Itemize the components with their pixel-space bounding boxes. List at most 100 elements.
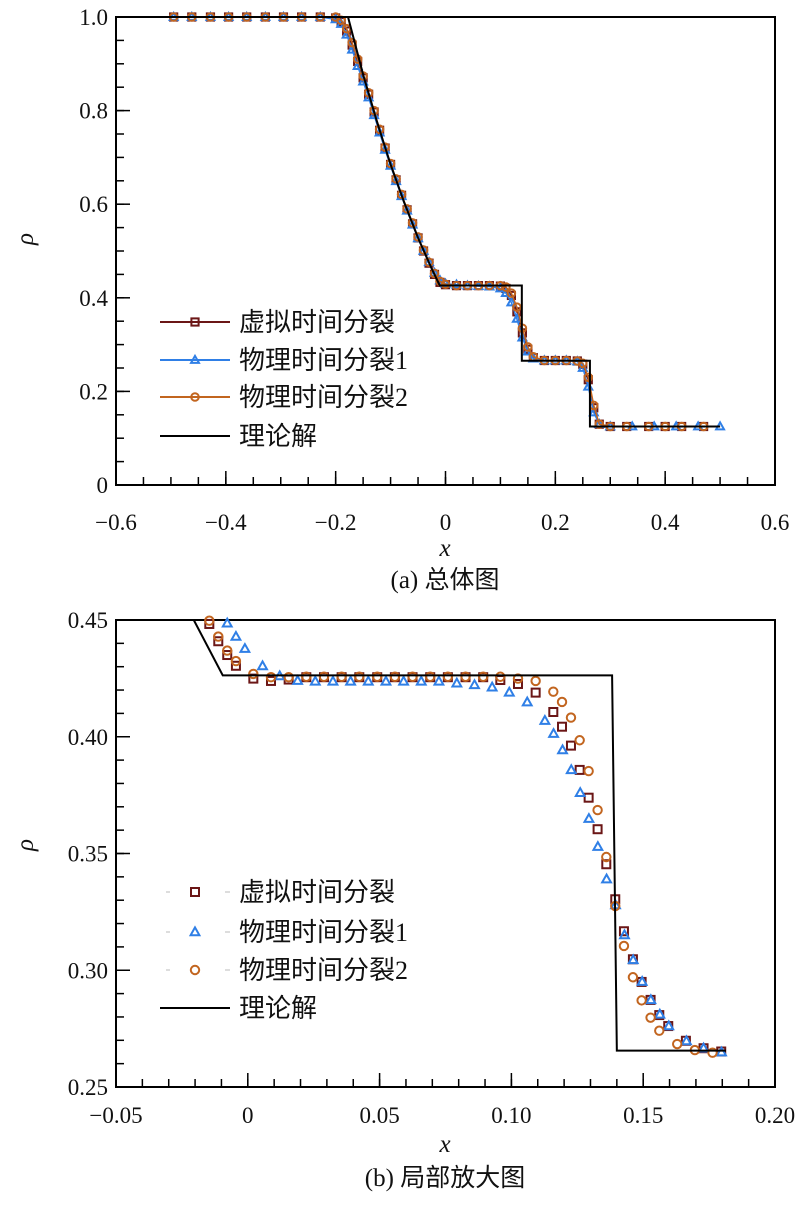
data-point	[248, 668, 259, 680]
legend-entry: 虚拟时间分裂	[166, 878, 395, 907]
data-point	[592, 804, 603, 816]
data-point	[618, 926, 629, 937]
data-point	[557, 721, 568, 732]
data-point	[221, 616, 234, 628]
y-tick-label: 0.2	[79, 379, 108, 404]
legend-entry: 理论解	[160, 422, 317, 451]
data-point	[506, 288, 517, 298]
data-point	[380, 142, 390, 152]
data-point	[407, 218, 418, 228]
data-point	[565, 712, 577, 723]
data-point	[594, 419, 605, 429]
chart-overall: ρ x (a) 总体图 −0.6 −0.4 −0.2 0 0.2 0.4 0.6 0 0.2 0.…	[12, 5, 789, 594]
data-point	[354, 671, 365, 682]
data-point	[415, 674, 428, 686]
x-tick-label: −0.4	[205, 510, 247, 535]
y-tick-label: 0	[97, 473, 109, 498]
data-point	[396, 189, 407, 200]
y-tick-label: 0.8	[79, 99, 108, 124]
y-axis-label: ρ	[12, 233, 39, 246]
data-point	[389, 671, 401, 682]
data-point	[265, 675, 276, 686]
data-point	[511, 312, 523, 323]
legend-marker	[189, 353, 201, 364]
data-point	[326, 674, 340, 686]
data-point	[442, 671, 454, 682]
data-point	[521, 695, 534, 707]
data-point	[291, 674, 304, 685]
x-tick-label: 0.4	[651, 510, 680, 535]
legend-label: 物理时间分裂2	[239, 956, 408, 985]
series-line	[192, 619, 726, 1052]
series-theory	[116, 16, 721, 428]
data-point	[379, 674, 393, 686]
data-point	[662, 1019, 675, 1031]
caption: (b) 局部放大图	[365, 1164, 525, 1192]
legend-entry: 虚拟时间分裂	[160, 308, 395, 337]
data-point	[501, 282, 511, 292]
data-point	[450, 676, 463, 688]
legend-entry: 物理时间分裂2	[160, 383, 408, 412]
data-point	[627, 972, 639, 983]
x-axis-label: x	[438, 535, 450, 562]
data-point	[468, 678, 481, 690]
legend-label: 物理时间分裂1	[239, 918, 408, 947]
data-point	[301, 671, 312, 682]
legend-marker	[188, 925, 202, 937]
data-point	[379, 143, 391, 154]
series-triangle	[221, 616, 728, 1057]
data-point	[460, 671, 471, 682]
y-tick-label: 1.0	[79, 5, 108, 30]
y-tick-label: 0.40	[68, 725, 108, 750]
x-tick-label: 0.20	[755, 1103, 795, 1128]
data-point	[486, 680, 499, 692]
data-point	[432, 674, 446, 686]
legend-label: 虚拟时间分裂	[239, 308, 395, 337]
data-point	[618, 940, 630, 952]
data-point	[627, 953, 640, 965]
series-circle	[204, 615, 718, 1058]
data-point	[336, 671, 347, 682]
x-tick-label: 0.05	[359, 1103, 399, 1128]
legend-label: 物理时间分裂2	[239, 383, 408, 412]
data-point	[429, 268, 440, 279]
data-point	[450, 278, 463, 289]
data-point	[413, 232, 423, 242]
data-point	[636, 995, 647, 1006]
x-tick-label: 0	[440, 510, 452, 535]
x-axis-label: x	[438, 1131, 450, 1158]
series-square	[204, 618, 727, 1057]
plot-frame	[115, 16, 776, 486]
data-point	[505, 296, 518, 307]
data-point	[424, 257, 434, 268]
data-point	[523, 342, 533, 352]
caption: (a) 总体图	[391, 566, 500, 594]
data-point	[565, 763, 578, 775]
data-point	[672, 1038, 683, 1050]
data-point	[512, 678, 523, 689]
x-tick-label: −0.05	[89, 1103, 142, 1128]
legend-entry: 物理时间分裂2	[166, 956, 408, 985]
plot-frame	[115, 619, 776, 1088]
legend-label: 虚拟时间分裂	[239, 878, 395, 907]
data-point	[222, 650, 233, 661]
x-tick-label: 0.6	[761, 510, 790, 535]
data-point	[362, 674, 375, 686]
data-point	[565, 740, 576, 751]
data-point	[425, 671, 436, 682]
y-axis-label: ρ	[12, 839, 39, 852]
x-tick-label: 0.2	[541, 510, 570, 535]
data-point	[372, 671, 383, 682]
data-point	[548, 686, 559, 697]
y-tick-label: 0.35	[68, 842, 108, 867]
legend-marker	[190, 317, 200, 327]
data-point	[578, 358, 588, 369]
data-point	[530, 687, 541, 698]
data-point	[213, 631, 224, 642]
data-point	[402, 204, 412, 214]
data-point	[591, 840, 604, 851]
data-point	[222, 645, 233, 656]
data-point	[547, 727, 560, 738]
data-point	[204, 615, 215, 626]
data-point	[583, 792, 594, 803]
